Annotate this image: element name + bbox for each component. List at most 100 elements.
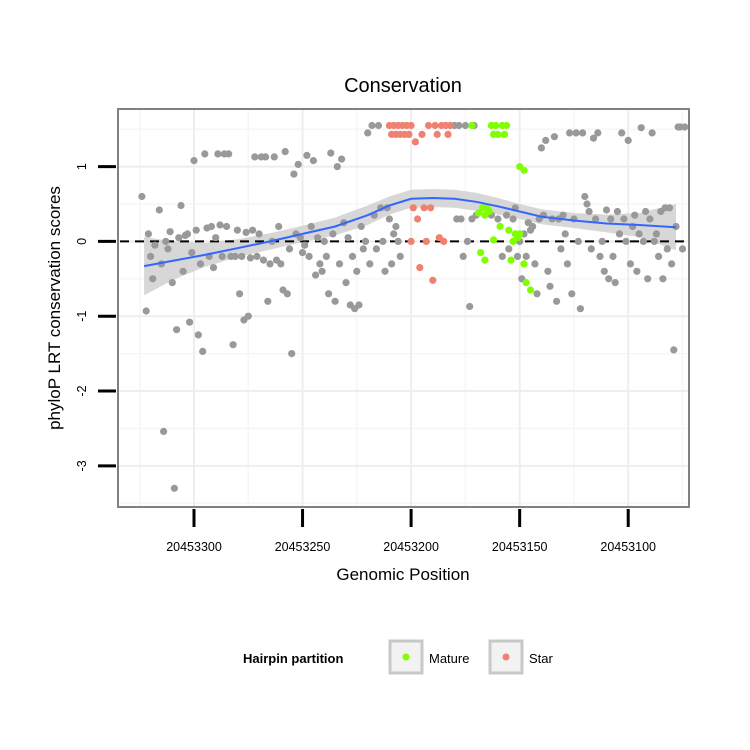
data-point-other — [147, 252, 155, 260]
data-point-other — [183, 230, 192, 238]
data-point-other — [364, 129, 372, 137]
data-point-star — [427, 204, 435, 212]
data-point-other — [607, 215, 615, 223]
data-point-other — [505, 245, 513, 253]
data-point-mature — [503, 121, 511, 130]
data-point-other — [650, 237, 658, 245]
data-point-other — [598, 237, 606, 245]
data-point-mature — [485, 207, 493, 216]
data-point-other — [583, 200, 591, 208]
data-point-star — [446, 121, 454, 130]
data-point-other — [605, 275, 613, 283]
data-point-other — [170, 484, 178, 492]
data-point-other — [192, 226, 200, 234]
data-point-star — [409, 204, 417, 212]
data-point-star — [429, 276, 437, 284]
data-point-other — [655, 252, 663, 260]
legend-label-mature: Mature — [429, 651, 469, 666]
y-tick-label: -3 — [75, 460, 89, 471]
data-point-other — [522, 252, 530, 260]
data-point-other — [633, 267, 641, 275]
smooth-trend-line — [143, 196, 677, 268]
data-point-star — [424, 121, 433, 130]
data-point-other — [602, 206, 611, 214]
data-point-other — [249, 226, 257, 234]
data-point-other — [374, 121, 383, 130]
data-point-other — [190, 157, 198, 165]
data-point-other — [214, 150, 222, 158]
data-point-other — [652, 230, 661, 238]
legend-title: Hairpin partition — [243, 651, 343, 666]
data-point-other — [338, 155, 346, 163]
data-point-other — [385, 215, 393, 223]
data-point-other — [259, 256, 268, 264]
data-point-other — [348, 252, 357, 260]
data-point-other — [646, 215, 654, 223]
data-point-other — [579, 129, 587, 137]
data-point-other — [639, 237, 648, 245]
data-point-other — [305, 252, 313, 260]
data-point-star — [433, 130, 441, 138]
x-tick-label: 20453300 — [166, 540, 222, 554]
data-point-other — [162, 237, 170, 245]
data-point-other — [642, 207, 650, 216]
x-axis-title: Genomic Position — [336, 565, 469, 584]
data-point-other — [188, 249, 196, 257]
data-point-other — [320, 237, 328, 245]
data-point-other — [231, 252, 239, 260]
chart-title: Conservation — [344, 75, 462, 97]
data-point-other — [631, 211, 639, 219]
y-tick-label: 0 — [75, 238, 89, 245]
data-point-other — [342, 279, 350, 287]
data-point-other — [568, 290, 576, 298]
data-point-other — [201, 150, 209, 158]
data-point-other — [361, 237, 370, 245]
data-point-other — [285, 245, 294, 253]
data-point-other — [329, 230, 337, 238]
data-point-other — [270, 153, 278, 161]
data-point-other — [531, 260, 539, 268]
legend-key-star — [488, 639, 524, 675]
data-point-star — [405, 130, 413, 138]
data-point-other — [529, 222, 537, 231]
data-point-other — [372, 245, 380, 253]
data-point-other — [665, 204, 674, 212]
data-point-star — [420, 204, 428, 212]
data-point-star — [431, 121, 439, 130]
data-point-mature — [507, 256, 515, 264]
data-point-other — [581, 192, 589, 201]
data-point-mature — [505, 226, 513, 234]
data-point-other — [177, 201, 185, 210]
data-point-other — [379, 237, 387, 245]
data-point-mature — [516, 230, 524, 238]
data-point-other — [168, 279, 176, 287]
data-point-other — [550, 133, 559, 141]
data-point-other — [160, 427, 168, 435]
data-point-mature — [522, 279, 530, 287]
data-point-other — [611, 279, 619, 287]
points-star — [385, 121, 454, 284]
data-point-other — [212, 234, 220, 242]
data-point-other — [229, 341, 237, 349]
data-point-star — [418, 130, 426, 138]
data-point-other — [173, 326, 181, 334]
data-point-mature — [526, 286, 535, 294]
data-point-other — [596, 252, 604, 260]
data-point-other — [144, 230, 152, 238]
data-point-mature — [477, 249, 485, 257]
data-point-other — [394, 237, 402, 245]
data-point-other — [678, 245, 687, 253]
data-point-star — [411, 138, 419, 146]
data-point-other — [357, 222, 365, 231]
data-point-other — [262, 153, 270, 161]
data-point-other — [335, 260, 344, 268]
x-axis: 20453300 20453250 20453200 20453150 20453100 — [166, 509, 656, 554]
data-point-other — [644, 275, 652, 283]
data-point-other — [199, 347, 207, 355]
data-point-other — [592, 215, 600, 223]
data-point-other — [613, 207, 622, 216]
points-mature — [468, 121, 535, 294]
data-point-other — [142, 307, 150, 315]
data-point-mature — [494, 130, 502, 138]
